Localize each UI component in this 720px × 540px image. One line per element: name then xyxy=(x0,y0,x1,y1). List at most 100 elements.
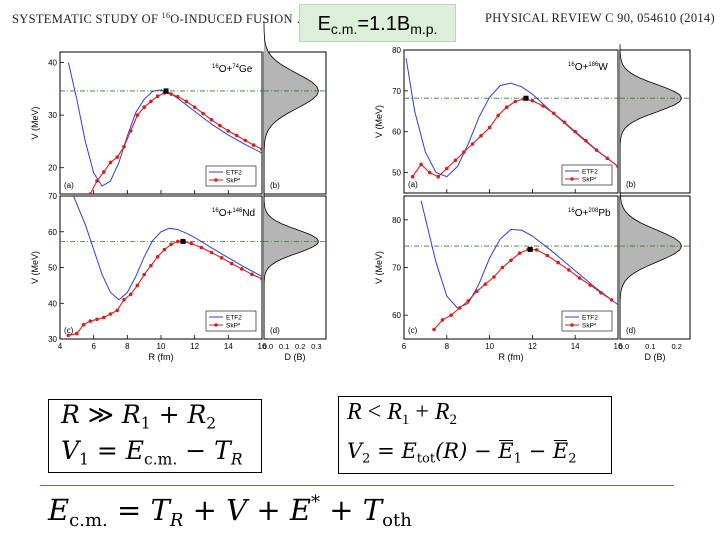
skp-point xyxy=(530,98,535,103)
eq1-e-sub: c.m. xyxy=(144,450,178,469)
eq2-e2: E xyxy=(553,439,568,463)
eq1-r1: R xyxy=(121,400,141,429)
eq1-v-sub: 1 xyxy=(79,450,89,469)
nucleus-annotation: 16O+208Pb xyxy=(568,208,611,219)
y-tick-label: 40 xyxy=(48,299,57,308)
eq2-equals: = xyxy=(377,439,395,463)
skp-point xyxy=(135,113,140,117)
skp-point xyxy=(243,138,247,143)
skp-point xyxy=(500,265,505,270)
skp-point xyxy=(189,241,194,246)
big-plus2: + xyxy=(256,493,281,527)
eq2-r1-sub: 1 xyxy=(401,412,410,429)
nucleus-a-sup: 16 xyxy=(568,208,575,214)
x-tick-label: 6 xyxy=(91,342,96,351)
big-tr: T xyxy=(150,493,170,527)
eq2-e2-sub: 2 xyxy=(568,451,577,467)
skp-point xyxy=(483,282,488,286)
big-estar-sup: * xyxy=(311,492,321,513)
legend-skp-dot xyxy=(570,323,574,327)
skp-point xyxy=(226,129,231,133)
header-left-sup: 16 xyxy=(161,11,171,20)
eq1-minus: − xyxy=(185,436,207,465)
skp-point xyxy=(115,155,119,159)
skp-point xyxy=(419,162,423,167)
eq2-e1-sub: 1 xyxy=(513,451,522,467)
skp-point xyxy=(616,164,618,169)
eq1-v: V xyxy=(61,436,80,465)
legend-etf2-label: ETF2 xyxy=(582,169,598,176)
skp-point xyxy=(577,276,582,280)
big-plus3: + xyxy=(329,493,354,527)
big-equals: = xyxy=(116,493,142,527)
equation-box-overlap: R < R1 + R2 V2 = Etot(R) − E1 − E2 xyxy=(338,396,612,474)
big-e: E xyxy=(48,493,70,527)
etf2-curve xyxy=(420,200,618,309)
panel-tag: (c) xyxy=(408,326,418,335)
eq2-r: R xyxy=(347,399,362,425)
divider-line xyxy=(40,485,674,486)
skp-point xyxy=(75,331,79,336)
x-tick-label: 16 xyxy=(614,342,623,351)
y-tick-label: 30 xyxy=(48,111,57,120)
skp-point xyxy=(250,272,254,277)
eq1-much-greater: ≫ xyxy=(87,400,114,429)
skp-point xyxy=(115,308,119,313)
skp-point xyxy=(466,299,470,303)
barrier-marker xyxy=(180,238,186,244)
panel-tag: (a) xyxy=(64,181,74,190)
legend-skp-dot xyxy=(214,323,218,327)
skp-point xyxy=(102,170,106,174)
callout-e: E xyxy=(317,13,331,35)
eq1-r2-sub: 2 xyxy=(206,414,217,433)
big-toth: T xyxy=(362,493,383,527)
paper-header-left: SYSTEMATIC STUDY OF 16O-INDUCED FUSION … xyxy=(12,11,309,27)
skp-point xyxy=(128,292,133,297)
skp-point xyxy=(573,129,577,134)
skp-point xyxy=(509,258,513,263)
skp-point xyxy=(95,317,99,322)
eq2-e1: E xyxy=(498,439,513,463)
side-x-axis-label: D (B) xyxy=(285,352,306,362)
x-tick-label: 4 xyxy=(58,342,63,351)
eq2-r2-sub: 2 xyxy=(449,412,457,429)
chart-16o-208pb: 60 70 80 V (MeV) 6 8 10 12 14 16 R (fm) 0.0 0.1 0.2 D … xyxy=(374,183,691,362)
skp-point xyxy=(594,148,599,152)
nucleus-b: Pb xyxy=(598,208,611,219)
y-tick-label: 40 xyxy=(48,59,57,68)
x-tick-label: 6 xyxy=(402,342,407,351)
skp-point xyxy=(496,113,500,118)
x-tick-label: 10 xyxy=(485,342,494,351)
equation-box-separated: R ≫ R1 + R2 V1 = Ec.m. − TR xyxy=(48,399,262,473)
skp-point xyxy=(108,160,113,165)
skp-point xyxy=(199,245,204,250)
y-tick-label: 80 xyxy=(392,46,401,55)
eq1-t-sub: R xyxy=(230,450,243,469)
side-panel-tag: (d) xyxy=(626,326,636,335)
x-axis-label: R (fm) xyxy=(149,352,174,362)
skp-point xyxy=(534,248,539,252)
side-x-tick-label: 0.0 xyxy=(619,342,629,351)
barrier-distribution-curve xyxy=(263,194,320,289)
y-tick-label: 70 xyxy=(48,192,57,201)
nucleus-a: O+ xyxy=(219,208,233,219)
skp-point xyxy=(260,277,262,281)
skp-point xyxy=(599,291,603,295)
big-plus1: + xyxy=(192,493,217,527)
skp-point xyxy=(102,315,106,320)
skp-point xyxy=(440,318,445,322)
big-toth-sub: oth xyxy=(382,510,412,531)
skp-point xyxy=(462,150,466,154)
header-left-pre: SYSTEMATIC STUDY OF xyxy=(12,12,162,27)
skp-point xyxy=(66,333,71,338)
y-axis-label: V (MeV) xyxy=(374,251,384,284)
equation-overlap-condition: R < R1 + R2 xyxy=(347,399,457,429)
skp-point xyxy=(162,247,167,252)
side-x-tick-label: 0.3 xyxy=(311,342,321,351)
skp-point xyxy=(436,174,440,179)
legend-box xyxy=(205,165,257,187)
skp-point xyxy=(88,192,93,194)
y-tick-label: 50 xyxy=(48,264,57,273)
y-tick-label: 20 xyxy=(48,164,57,173)
eq2-minus1: − xyxy=(473,439,492,463)
